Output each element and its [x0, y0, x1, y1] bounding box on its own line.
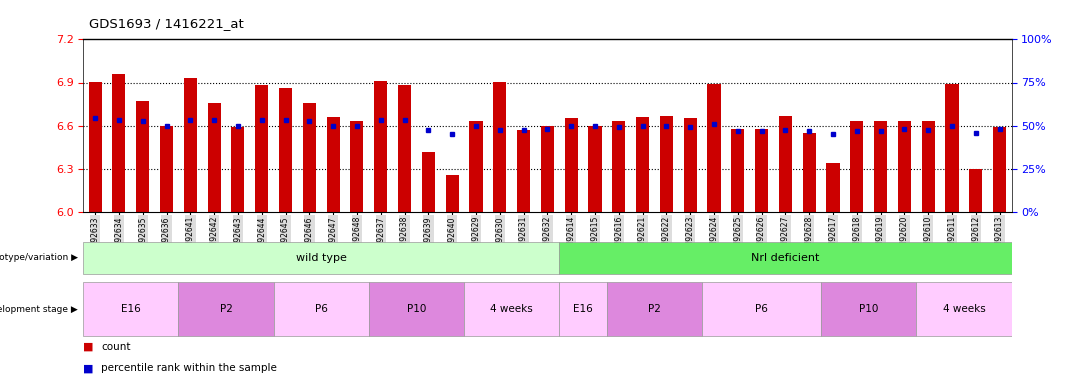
Bar — [684, 118, 697, 212]
Bar — [398, 86, 411, 212]
Bar — [112, 74, 126, 212]
Bar — [89, 82, 101, 212]
Bar — [564, 118, 577, 212]
Bar — [278, 88, 292, 212]
Bar — [850, 122, 863, 212]
Bar — [160, 126, 173, 212]
Bar — [421, 152, 435, 212]
Bar — [827, 163, 840, 212]
Bar — [969, 169, 983, 212]
Text: E16: E16 — [121, 304, 141, 314]
Bar — [327, 117, 339, 212]
Bar — [559, 242, 1012, 274]
Bar — [178, 282, 273, 336]
Bar — [517, 130, 530, 212]
Bar — [446, 174, 459, 212]
Text: genotype/variation ▶: genotype/variation ▶ — [0, 254, 78, 262]
Bar — [83, 282, 178, 336]
Bar — [137, 101, 149, 212]
Text: count: count — [101, 342, 131, 352]
Bar — [993, 127, 1006, 212]
Text: Nrl deficient: Nrl deficient — [751, 253, 819, 263]
Bar — [702, 282, 822, 336]
Bar — [945, 84, 958, 212]
Bar — [607, 282, 702, 336]
Text: E16: E16 — [573, 304, 593, 314]
Bar — [83, 242, 559, 274]
Bar — [255, 86, 268, 212]
Bar — [612, 122, 625, 212]
Bar — [731, 129, 745, 212]
Text: P6: P6 — [315, 304, 328, 314]
Text: P10: P10 — [859, 304, 878, 314]
Text: P2: P2 — [648, 304, 660, 314]
Bar — [375, 81, 387, 212]
Text: 4 weeks: 4 weeks — [491, 304, 534, 314]
Bar — [232, 127, 244, 212]
Bar — [779, 116, 792, 212]
Text: P6: P6 — [755, 304, 768, 314]
Bar — [541, 126, 554, 212]
Text: GDS1693 / 1416221_at: GDS1693 / 1416221_at — [89, 17, 243, 30]
Bar — [802, 133, 816, 212]
Bar — [493, 82, 507, 212]
Bar — [659, 116, 673, 212]
Bar — [707, 84, 720, 212]
Text: P2: P2 — [220, 304, 233, 314]
Bar — [559, 282, 607, 336]
Bar — [822, 282, 917, 336]
Bar — [208, 103, 221, 212]
Bar — [755, 129, 768, 212]
Bar — [897, 122, 911, 212]
Bar — [917, 282, 1012, 336]
Text: wild type: wild type — [296, 253, 347, 263]
Bar — [303, 103, 316, 212]
Text: ■: ■ — [83, 342, 94, 352]
Bar — [184, 78, 197, 212]
Text: 4 weeks: 4 weeks — [942, 304, 985, 314]
Text: ■: ■ — [83, 363, 94, 373]
Text: P10: P10 — [407, 304, 426, 314]
Text: percentile rank within the sample: percentile rank within the sample — [101, 363, 277, 373]
Bar — [350, 122, 364, 212]
Bar — [874, 122, 887, 212]
Bar — [588, 126, 602, 212]
Text: development stage ▶: development stage ▶ — [0, 305, 78, 314]
Bar — [469, 122, 482, 212]
Bar — [636, 117, 649, 212]
Bar — [369, 282, 464, 336]
Bar — [273, 282, 369, 336]
Bar — [464, 282, 559, 336]
Bar — [922, 122, 935, 212]
